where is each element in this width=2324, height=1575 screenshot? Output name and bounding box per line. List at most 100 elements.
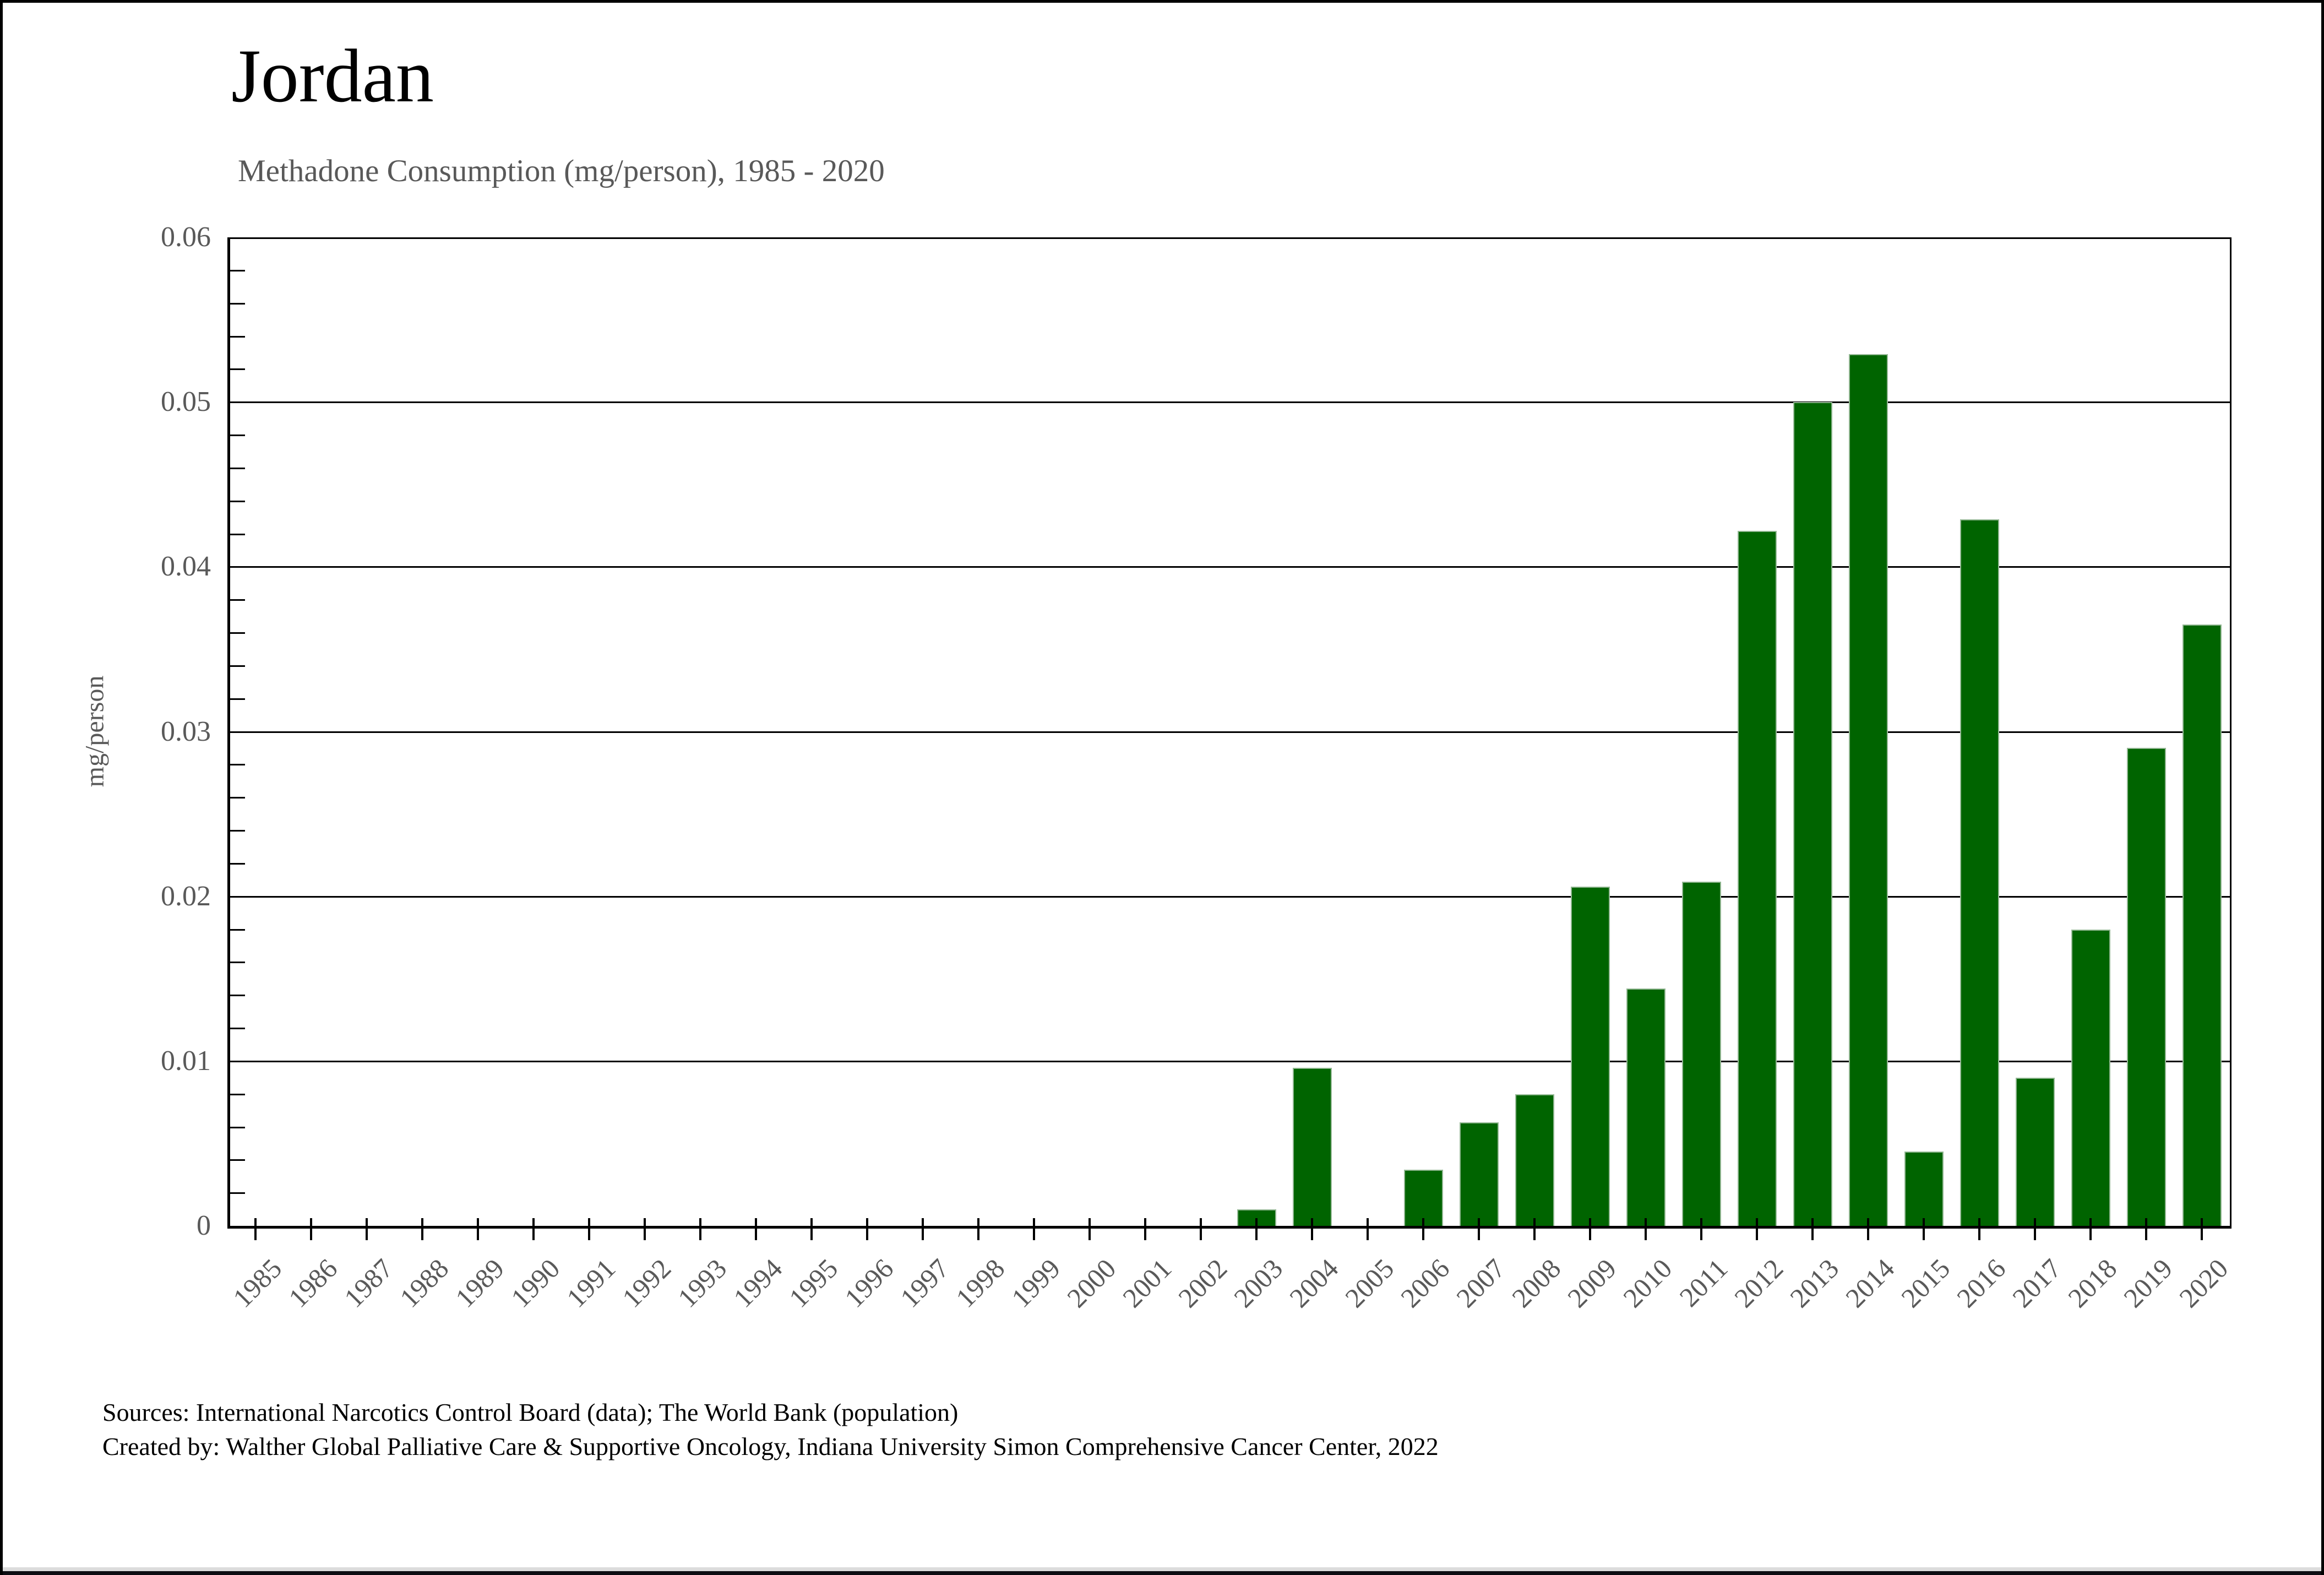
y-tick-label-0.01: 0.01 xyxy=(161,1045,211,1077)
x-tick-label-1987: 1987 xyxy=(338,1252,399,1314)
x-tick-label-2013: 2013 xyxy=(1783,1252,1845,1314)
x-tick-2007 xyxy=(1478,1218,1480,1240)
y-axis-minor-tick xyxy=(230,302,245,305)
x-tick-label-2001: 2001 xyxy=(1116,1252,1178,1314)
x-tick-1997 xyxy=(922,1218,924,1240)
x-tick-label-2020: 2020 xyxy=(2173,1252,2234,1314)
x-tick-label-2009: 2009 xyxy=(1561,1252,1623,1314)
y-axis-minor-tick xyxy=(230,797,245,799)
x-tick-label-1993: 1993 xyxy=(671,1252,733,1314)
plot-top-border xyxy=(227,237,2232,239)
gridline-y-0.05 xyxy=(227,401,2230,404)
gridline-y-0.03 xyxy=(227,731,2230,733)
x-tick-2010 xyxy=(1645,1218,1647,1240)
x-tick-label-2003: 2003 xyxy=(1227,1252,1289,1314)
frame-border-right xyxy=(2321,0,2324,1575)
y-axis-minor-tick xyxy=(230,928,245,931)
x-tick-2015 xyxy=(1923,1218,1925,1240)
bar-2015 xyxy=(1904,1152,1944,1228)
x-tick-label-2011: 2011 xyxy=(1673,1252,1734,1313)
y-axis-minor-tick xyxy=(230,962,245,964)
x-tick-label-2000: 2000 xyxy=(1060,1252,1122,1314)
x-tick-2012 xyxy=(1756,1218,1758,1240)
bar-2011 xyxy=(1682,882,1721,1228)
bar-2010 xyxy=(1626,989,1666,1228)
x-tick-2002 xyxy=(1200,1218,1202,1240)
y-axis-minor-tick xyxy=(230,599,245,601)
source-line-2: Created by: Walther Global Palliative Ca… xyxy=(102,1432,1439,1460)
x-tick-1991 xyxy=(588,1218,590,1240)
x-tick-label-2019: 2019 xyxy=(2117,1252,2179,1314)
window-bottom-edge xyxy=(0,1567,2324,1571)
x-tick-2003 xyxy=(1255,1218,1258,1240)
bar-2020 xyxy=(2183,624,2222,1228)
x-tick-2017 xyxy=(2034,1218,2036,1240)
x-tick-label-1989: 1989 xyxy=(449,1252,510,1314)
x-tick-2005 xyxy=(1367,1218,1369,1240)
bar-2017 xyxy=(2016,1078,2055,1228)
x-tick-label-2012: 2012 xyxy=(1728,1252,1789,1314)
bar-2006 xyxy=(1404,1170,1443,1228)
x-tick-1985 xyxy=(254,1218,257,1240)
x-tick-2006 xyxy=(1422,1218,1424,1240)
y-axis-minor-tick xyxy=(230,1192,245,1194)
bar-2018 xyxy=(2071,930,2110,1228)
y-axis-minor-tick xyxy=(230,632,245,634)
x-tick-label-2014: 2014 xyxy=(1839,1252,1901,1314)
y-axis-minor-tick xyxy=(230,1093,245,1095)
x-tick-1996 xyxy=(866,1218,868,1240)
bar-2009 xyxy=(1571,887,1610,1228)
x-axis-line xyxy=(227,1226,2232,1229)
x-tick-1986 xyxy=(310,1218,312,1240)
x-tick-1999 xyxy=(1033,1218,1035,1240)
window-bottom-border xyxy=(0,1571,2324,1575)
x-tick-label-1999: 1999 xyxy=(1005,1252,1066,1314)
gridline-y-0.01 xyxy=(227,1060,2230,1062)
chart-title: Jordan xyxy=(231,34,434,118)
x-tick-1990 xyxy=(532,1218,535,1240)
y-axis-minor-tick xyxy=(230,1028,245,1029)
frame-border-top xyxy=(0,0,2324,3)
x-tick-2016 xyxy=(1978,1218,1980,1240)
x-tick-1998 xyxy=(977,1218,979,1240)
x-tick-1994 xyxy=(755,1218,757,1240)
y-axis-minor-tick xyxy=(230,830,245,832)
bar-2013 xyxy=(1793,402,1832,1228)
bar-2016 xyxy=(1960,519,1999,1228)
x-tick-label-1996: 1996 xyxy=(838,1252,900,1314)
x-tick-label-2004: 2004 xyxy=(1283,1252,1345,1314)
x-tick-1989 xyxy=(477,1218,479,1240)
x-tick-2009 xyxy=(1589,1218,1591,1240)
x-tick-2001 xyxy=(1144,1218,1146,1240)
bar-2014 xyxy=(1849,354,1888,1228)
source-line-1: Sources: International Narcotics Control… xyxy=(102,1398,959,1426)
y-axis-minor-tick xyxy=(230,368,245,371)
x-tick-1987 xyxy=(366,1218,368,1240)
x-tick-label-1997: 1997 xyxy=(894,1252,955,1314)
y-axis-minor-tick xyxy=(230,862,245,865)
x-tick-1992 xyxy=(644,1218,646,1240)
y-axis-minor-tick xyxy=(230,698,245,700)
y-tick-label-0.03: 0.03 xyxy=(161,715,211,747)
x-tick-label-2017: 2017 xyxy=(2006,1252,2067,1314)
x-tick-label-1986: 1986 xyxy=(282,1252,344,1314)
x-tick-2011 xyxy=(1700,1218,1702,1240)
bar-2004 xyxy=(1293,1068,1332,1228)
x-tick-label-2006: 2006 xyxy=(1394,1252,1456,1314)
x-tick-2014 xyxy=(1867,1218,1869,1240)
y-axis-minor-tick xyxy=(230,764,245,766)
x-tick-2004 xyxy=(1311,1218,1313,1240)
x-tick-1993 xyxy=(699,1218,701,1240)
x-tick-label-2002: 2002 xyxy=(1172,1252,1233,1314)
frame-border-left xyxy=(0,0,3,1575)
y-axis-minor-tick xyxy=(230,435,245,436)
y-axis-minor-tick xyxy=(230,269,245,271)
y-tick-label-0.06: 0.06 xyxy=(161,221,211,253)
x-tick-label-2016: 2016 xyxy=(1950,1252,2012,1314)
x-tick-label-1995: 1995 xyxy=(782,1252,844,1314)
y-axis-minor-tick xyxy=(230,1159,245,1161)
bar-2008 xyxy=(1515,1094,1554,1228)
gridline-y-0.04 xyxy=(227,566,2230,568)
x-tick-2000 xyxy=(1088,1218,1091,1240)
